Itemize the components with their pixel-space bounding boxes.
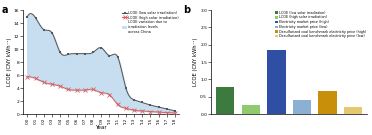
Text: b: b [183,5,190,15]
Text: a: a [1,5,8,15]
Y-axis label: LCOE (CNY kWh⁻¹): LCOE (CNY kWh⁻¹) [193,38,198,86]
X-axis label: Year: Year [95,125,107,130]
Y-axis label: LCOE (CNY kWh⁻¹): LCOE (CNY kWh⁻¹) [7,38,12,86]
Bar [241,105,260,114]
Legend: LCOE (low solar irradiation), LCOE (high solar irradiation), LCOE variation due : LCOE (low solar irradiation), LCOE (high… [122,11,179,34]
Bar [344,107,362,114]
Bar [293,100,311,114]
Bar [216,87,234,114]
Bar [318,91,337,114]
Legend: LCOE (low solar irradiation), LCOE (high solar irradiation), Electricity market : LCOE (low solar irradiation), LCOE (high… [275,11,366,38]
Bar [267,50,286,114]
